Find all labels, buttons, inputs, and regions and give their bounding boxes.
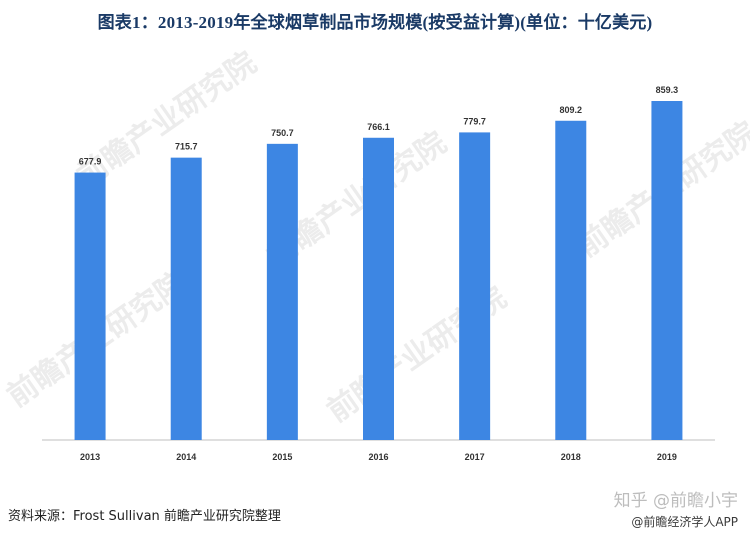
x-tick-label-2015: 2015 [272,452,292,462]
bar-2018 [555,120,587,441]
value-label-2013: 677.9 [79,157,102,167]
bar-2016 [363,137,394,440]
value-label-2014: 715.7 [175,142,198,152]
zhihu-watermark: 知乎 @前瞻小宇 [613,491,738,511]
bar-2014 [170,157,202,440]
chart-title: 图表1：2013-2019年全球烟草制品市场规模(按受益计算)(单位：十亿美元) [97,13,653,32]
bar-2019 [651,101,683,440]
x-tick-label-2017: 2017 [465,452,485,462]
value-label-2016: 766.1 [367,122,390,132]
value-label-2019: 859.3 [656,85,679,95]
value-label-2018: 809.2 [560,105,583,115]
watermark: 知乎 @前瞻小宇 @前瞻经济学人APP [614,486,738,530]
app-watermark: @前瞻经济学人APP [631,515,738,529]
x-tick-label-2018: 2018 [561,452,581,462]
x-tick-label-2019: 2019 [657,452,677,462]
bar-2017 [459,132,491,440]
value-label-2015: 750.7 [271,128,294,138]
x-tick-label-2013: 2013 [80,452,100,462]
bar-2015 [266,143,298,440]
bar-2013 [74,172,106,440]
x-tick-label-2016: 2016 [368,452,388,462]
source-note: 资料来源：Frost Sullivan 前瞻产业研究院整理 [8,509,281,524]
value-label-2017: 779.7 [463,116,486,126]
x-tick-label-2014: 2014 [176,452,196,462]
